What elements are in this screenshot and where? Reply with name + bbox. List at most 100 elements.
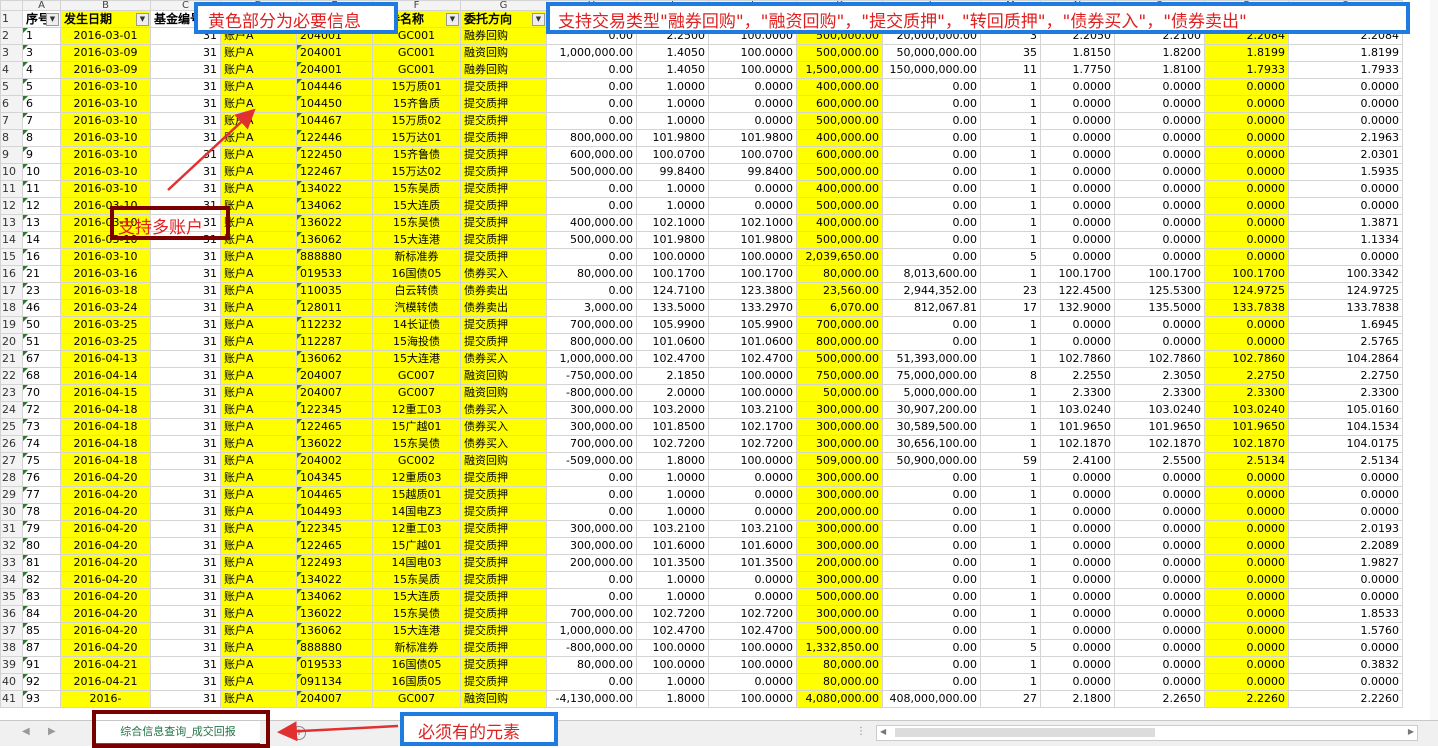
table-cell[interactable]: 8 — [22, 129, 61, 147]
table-cell[interactable]: 0.00 — [546, 588, 637, 606]
table-cell[interactable]: 账户A — [220, 639, 297, 657]
table-cell[interactable]: 0.0000 — [1204, 231, 1289, 249]
table-cell[interactable]: 提交质押 — [460, 95, 547, 113]
table-cell[interactable]: 83 — [22, 588, 61, 606]
table-cell[interactable]: 103.0240 — [1040, 401, 1115, 419]
table-cell[interactable]: 2.3300 — [1204, 384, 1289, 402]
table-cell[interactable]: 2016-03-18 — [60, 282, 151, 300]
table-cell[interactable]: 1 — [980, 214, 1041, 232]
table-cell[interactable]: 1 — [980, 469, 1041, 487]
table-cell[interactable]: 300,000.00 — [796, 605, 883, 623]
table-cell[interactable]: 账户A — [220, 350, 297, 368]
row-number[interactable]: 27 — [0, 452, 23, 470]
table-cell[interactable]: 0.0000 — [1204, 588, 1289, 606]
table-cell[interactable]: 103.0240 — [1114, 401, 1205, 419]
table-cell[interactable]: 31 — [150, 248, 221, 266]
table-cell[interactable]: 100.0000 — [636, 639, 709, 657]
table-cell[interactable]: GC007 — [372, 367, 461, 385]
table-cell[interactable]: 0.0000 — [1114, 571, 1205, 589]
table-cell[interactable]: 2016-03-01 — [60, 27, 151, 45]
table-cell[interactable]: GC001 — [372, 44, 461, 62]
table-cell[interactable]: 103.2100 — [708, 401, 797, 419]
table-cell[interactable]: 2.3300 — [1040, 384, 1115, 402]
row-number[interactable]: 12 — [0, 197, 23, 215]
table-cell[interactable]: 6,070.00 — [796, 299, 883, 317]
table-cell[interactable]: 2.2260 — [1288, 690, 1403, 708]
table-cell[interactable]: 账户A — [220, 316, 297, 334]
table-cell[interactable]: 15万质02 — [372, 112, 461, 130]
column-letter[interactable]: G — [460, 0, 547, 11]
table-cell[interactable]: 融资回购 — [460, 44, 547, 62]
table-cell[interactable]: 提交质押 — [460, 656, 547, 674]
table-cell[interactable]: 15大连港 — [372, 350, 461, 368]
table-cell[interactable]: 0.00 — [882, 146, 981, 164]
table-cell[interactable]: 133.7838 — [1204, 299, 1289, 317]
table-cell[interactable]: 账户A — [220, 129, 297, 147]
table-cell[interactable]: 0.0000 — [1288, 197, 1403, 215]
table-cell[interactable]: 0.0000 — [1204, 571, 1289, 589]
table-cell[interactable]: 204007 — [296, 384, 373, 402]
table-cell[interactable]: 1 — [980, 401, 1041, 419]
table-cell[interactable]: 0.00 — [882, 214, 981, 232]
table-cell[interactable]: 2016- — [60, 690, 151, 708]
table-cell[interactable]: 0.0000 — [1114, 486, 1205, 504]
table-cell[interactable]: 提交质押 — [460, 214, 547, 232]
add-sheet-icon[interactable]: + — [292, 726, 306, 740]
table-cell[interactable]: 134062 — [296, 197, 373, 215]
table-cell[interactable]: 账户A — [220, 333, 297, 351]
table-cell[interactable]: 1 — [980, 622, 1041, 640]
table-cell[interactable]: 15大连港 — [372, 231, 461, 249]
table-cell[interactable]: 125.5300 — [1114, 282, 1205, 300]
table-cell[interactable]: 0.0000 — [1204, 605, 1289, 623]
table-cell[interactable]: 1 — [980, 95, 1041, 113]
horizontal-scrollbar[interactable]: ◀ ▶ — [876, 725, 1418, 741]
table-cell[interactable]: 1,000,000.00 — [546, 622, 637, 640]
table-cell[interactable]: 019533 — [296, 265, 373, 283]
table-cell[interactable]: 104493 — [296, 503, 373, 521]
table-cell[interactable]: 0.0000 — [1114, 520, 1205, 538]
table-cell[interactable]: 12重工03 — [372, 401, 461, 419]
table-cell[interactable]: 1 — [980, 486, 1041, 504]
table-cell[interactable]: 0.00 — [546, 673, 637, 691]
table-cell[interactable]: 账户A — [220, 163, 297, 181]
table-cell[interactable]: 账户A — [220, 401, 297, 419]
table-cell[interactable]: 提交质押 — [460, 605, 547, 623]
table-cell[interactable]: 2016-04-13 — [60, 350, 151, 368]
table-cell[interactable]: 1 — [980, 418, 1041, 436]
table-cell[interactable]: 91 — [22, 656, 61, 674]
table-cell[interactable]: 0.00 — [882, 197, 981, 215]
table-row[interactable]: 4 4 2016-03-09 31 账户A 204001 GC001 融券回购 0.00 1.40… — [0, 61, 1403, 79]
table-cell[interactable]: 1 — [980, 129, 1041, 147]
table-cell[interactable]: 2016-03-10 — [60, 248, 151, 266]
table-cell[interactable]: 300,000.00 — [546, 418, 637, 436]
table-cell[interactable]: 账户A — [220, 265, 297, 283]
table-cell[interactable]: 600,000.00 — [546, 146, 637, 164]
select-all-corner[interactable] — [0, 0, 23, 11]
row-number[interactable]: 39 — [0, 656, 23, 674]
table-cell[interactable]: 1 — [980, 673, 1041, 691]
table-cell[interactable]: 0.0000 — [1114, 231, 1205, 249]
table-row[interactable]: 19 50 2016-03-25 31 账户A 112232 14长证债 提交质押 700,00… — [0, 316, 1403, 334]
table-row[interactable]: 6 6 2016-03-10 31 账户A 104450 15齐鲁质 提交质押 0.00 1.00… — [0, 95, 1403, 113]
table-cell[interactable]: 104.0175 — [1288, 435, 1403, 453]
table-row[interactable]: 37 85 2016-04-20 31 账户A 136062 15大连港 提交质押 1,000,… — [0, 622, 1403, 640]
table-cell[interactable]: 账户A — [220, 537, 297, 555]
table-cell[interactable]: 31 — [150, 61, 221, 79]
table-cell[interactable]: 75,000,000.00 — [882, 367, 981, 385]
table-cell[interactable]: 0.00 — [882, 163, 981, 181]
table-cell[interactable]: GC002 — [372, 452, 461, 470]
table-cell[interactable]: 135.5000 — [1114, 299, 1205, 317]
table-cell[interactable]: 债券买入 — [460, 265, 547, 283]
table-cell[interactable]: 102.4700 — [636, 350, 709, 368]
table-cell[interactable]: 账户A — [220, 248, 297, 266]
table-cell[interactable]: 0.00 — [882, 469, 981, 487]
table-cell[interactable]: 4 — [22, 61, 61, 79]
table-cell[interactable]: 账户A — [220, 622, 297, 640]
table-cell[interactable]: 2016-04-20 — [60, 520, 151, 538]
table-cell[interactable]: 500,000.00 — [796, 44, 883, 62]
table-cell[interactable]: 23 — [980, 282, 1041, 300]
table-cell[interactable]: 提交质押 — [460, 333, 547, 351]
table-cell[interactable]: 14国电03 — [372, 554, 461, 572]
table-cell[interactable]: 102.7860 — [1114, 350, 1205, 368]
table-cell[interactable]: 0.0000 — [1040, 673, 1115, 691]
